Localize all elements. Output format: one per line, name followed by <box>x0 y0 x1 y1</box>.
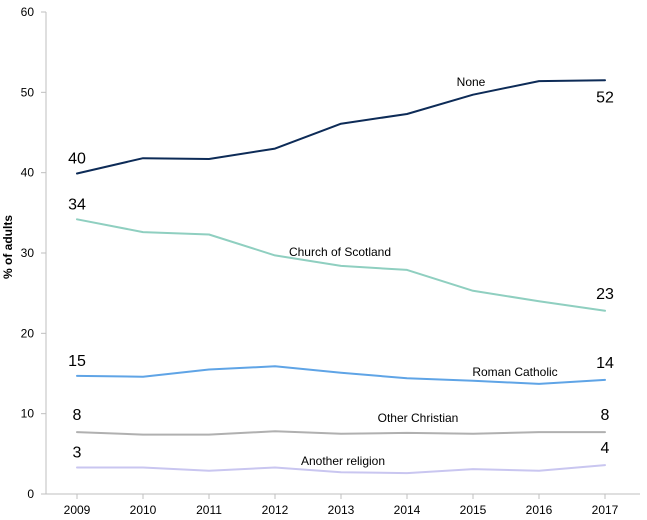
y-tick-label: 40 <box>21 166 35 180</box>
x-tick-label: 2009 <box>64 503 91 517</box>
x-tick-label: 2017 <box>592 503 619 517</box>
series-line-church-of-scotland <box>76 218 606 312</box>
x-tick-label: 2010 <box>130 503 157 517</box>
x-tick-label: 2016 <box>526 503 553 517</box>
x-tick-label: 2012 <box>262 503 289 517</box>
series-line-another-religion <box>76 464 606 475</box>
series-name-church-of-scotland: Church of Scotland <box>289 245 391 259</box>
end-value-label-another-religion: 4 <box>601 440 610 457</box>
y-tick-label: 50 <box>21 85 35 99</box>
end-value-label-other-christian: 8 <box>601 407 610 424</box>
y-tick-label: 0 <box>27 487 34 501</box>
series-name-another-religion: Another religion <box>301 454 385 468</box>
series-name-other-christian: Other Christian <box>378 411 459 425</box>
start-value-label-none: 40 <box>68 150 86 167</box>
start-value-label-another-religion: 3 <box>73 444 82 461</box>
series-name-none: None <box>457 75 486 89</box>
start-value-label-other-christian: 8 <box>73 407 82 424</box>
series-line-roman-catholic <box>76 365 606 385</box>
y-axis-label: % of adults <box>1 215 15 279</box>
x-tick-label: 2013 <box>328 503 355 517</box>
series-line-other-christian <box>76 430 606 436</box>
axes: 0 10 20 30 40 50 60 2009 2010 2011 2012 2013 2014 201… <box>21 5 640 517</box>
y-tick-label: 30 <box>21 246 35 260</box>
x-tick-label: 2015 <box>460 503 487 517</box>
start-value-label-roman-catholic: 15 <box>68 353 86 370</box>
x-tick-label: 2014 <box>394 503 421 517</box>
series-line-none <box>76 79 606 175</box>
series-name-roman-catholic: Roman Catholic <box>472 365 557 379</box>
y-tick-label: 20 <box>21 326 35 340</box>
y-tick-label: 60 <box>21 5 35 19</box>
x-tick-label: 2011 <box>196 503 222 517</box>
end-value-label-none: 52 <box>596 89 614 106</box>
end-value-label-church-of-scotland: 23 <box>596 286 614 303</box>
series-lines <box>76 79 606 475</box>
end-value-label-roman-catholic: 14 <box>596 355 614 372</box>
start-value-label-church-of-scotland: 34 <box>68 196 86 213</box>
y-tick-label: 10 <box>21 407 35 421</box>
